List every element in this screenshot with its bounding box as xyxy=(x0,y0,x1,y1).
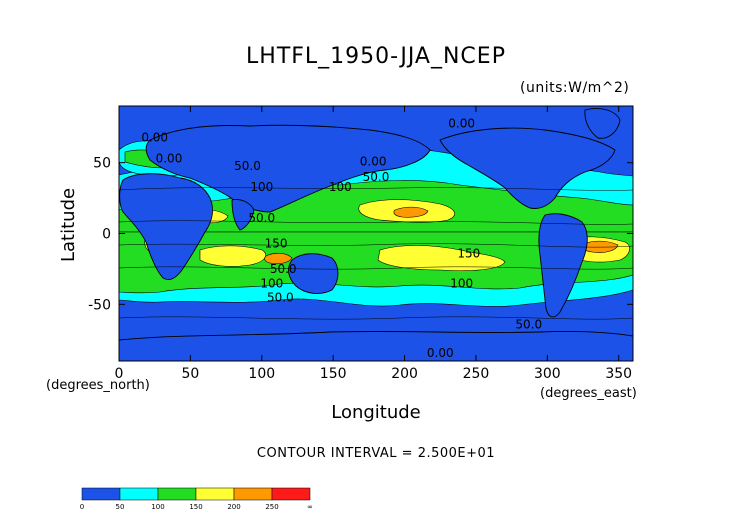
y-tick-label: 50 xyxy=(93,156,111,172)
y-tick-label: 0 xyxy=(102,227,111,243)
y-axis-unit-label: (degrees_north) xyxy=(46,378,150,393)
axes: 0 50 100 150 200 250 300 350 -50 0 50 xyxy=(88,106,633,382)
x-tick-label: 50 xyxy=(181,366,199,382)
field-max-yellow-2 xyxy=(199,245,266,267)
x-axis-unit-label: (degrees_east) xyxy=(540,386,637,401)
colorbar-swatch xyxy=(157,487,197,501)
colorbar-tick-label: 0 xyxy=(80,503,84,511)
land-greenland xyxy=(584,108,621,139)
contour-line-2 xyxy=(119,220,633,225)
contour-labels: 0.000.0050.010050.015050.010050.010050.0… xyxy=(141,116,542,360)
contour-label: 100 xyxy=(260,276,283,290)
contour-label: 100 xyxy=(329,180,352,194)
field-max-orange-1 xyxy=(393,206,429,218)
x-axis-label: Longitude xyxy=(331,402,421,423)
land-australia xyxy=(288,253,339,294)
contour-label: 150 xyxy=(265,237,288,251)
x-tick-label: 100 xyxy=(248,366,275,382)
contour-label: 0.00 xyxy=(360,155,387,169)
x-tick-label: 250 xyxy=(463,366,490,382)
land-north-america xyxy=(439,127,616,209)
contour-label: 0.00 xyxy=(448,116,475,130)
colorbar: 0 50 100 150 200 250 ∞ xyxy=(80,487,313,511)
chart-title: LHTFL_1950-JJA_NCEP xyxy=(246,44,506,69)
contour-line-4 xyxy=(119,266,633,270)
colorbar-tick-label: 50 xyxy=(116,503,125,511)
contour-label: 100 xyxy=(250,180,273,194)
x-tick-label: 150 xyxy=(320,366,347,382)
colorbar-tick-label: 250 xyxy=(265,503,278,511)
colorbar-swatch xyxy=(119,487,159,501)
map-field xyxy=(119,106,633,361)
contour-label: 100 xyxy=(450,276,473,290)
contour-label: 50.0 xyxy=(270,262,297,276)
contour-label: 0.00 xyxy=(141,130,168,144)
contour-line-5 xyxy=(119,316,633,320)
field-max-yellow-3 xyxy=(377,245,506,272)
landmasses xyxy=(119,108,633,361)
colorbar-swatch xyxy=(271,487,311,501)
land-eurasia xyxy=(145,124,431,213)
contour-label: 0.00 xyxy=(427,346,454,360)
colorbar-swatch xyxy=(81,487,121,501)
colorbar-tick-label: ∞ xyxy=(307,503,313,511)
land-india xyxy=(231,199,255,231)
contour-label: 0.00 xyxy=(156,152,183,166)
land-south-america xyxy=(538,213,588,318)
contour-label: 150 xyxy=(457,247,480,261)
contour-interval-note: CONTOUR INTERVAL = 2.500E+01 xyxy=(256,446,496,461)
x-tick-label: 350 xyxy=(605,366,632,382)
land-antarctica xyxy=(119,330,633,361)
contour-line-1 xyxy=(119,187,633,191)
y-tick-label: -50 xyxy=(88,297,111,313)
colorbar-swatch xyxy=(195,487,235,501)
colorbar-swatch xyxy=(233,487,273,501)
contour-label: 50.0 xyxy=(267,291,294,305)
contour-label: 50.0 xyxy=(363,170,390,184)
contour-lines xyxy=(119,187,633,320)
units-label: (units:W/m^2) xyxy=(520,80,630,96)
colorbar-tick-label: 100 xyxy=(151,503,164,511)
x-tick-label: 300 xyxy=(534,366,561,382)
land-africa xyxy=(119,173,213,281)
contour-label: 50.0 xyxy=(234,159,261,173)
contour-label: 50.0 xyxy=(515,317,542,331)
field-max-orange-3 xyxy=(264,252,293,265)
contour-label: 50.0 xyxy=(248,211,275,225)
colorbar-tick-label: 150 xyxy=(189,503,202,511)
contour-line-3 xyxy=(119,243,633,248)
colorbar-tick-label: 200 xyxy=(227,503,240,511)
x-tick-label: 0 xyxy=(115,366,124,382)
x-tick-label: 200 xyxy=(391,366,418,382)
